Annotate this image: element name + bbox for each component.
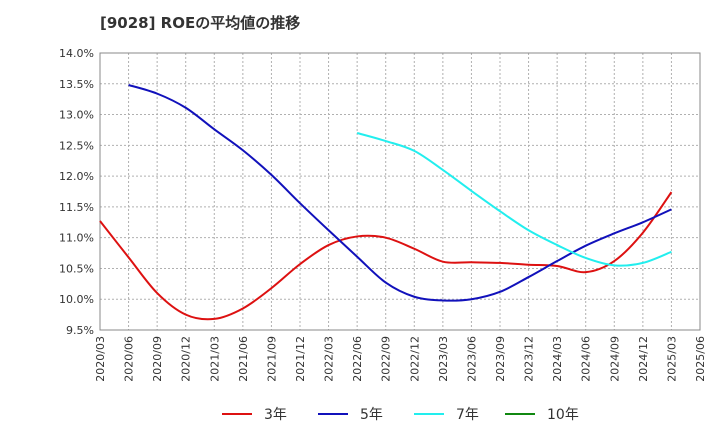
x-tick-label: 2021/03	[208, 336, 221, 382]
x-tick-label: 2022/06	[351, 336, 364, 382]
series-line-2	[128, 84, 672, 302]
x-tick-label: 2023/09	[494, 336, 507, 382]
x-tick-label: 2020/03	[94, 336, 107, 382]
grid-layer	[99, 52, 701, 331]
y-tick-label: 14.0%	[59, 47, 94, 60]
series-line-3	[356, 132, 672, 267]
legend-label-1: 3年	[264, 407, 287, 423]
y-tick-label: 11.0%	[59, 232, 94, 245]
x-tick-label: 2021/06	[237, 336, 250, 382]
x-tick-label: 2025/03	[665, 336, 678, 382]
x-tick-label: 2024/12	[637, 336, 650, 382]
x-tick-label: 2021/12	[294, 336, 307, 382]
x-tick-label: 2024/03	[551, 336, 564, 382]
x-tick-label: 2020/12	[180, 336, 193, 382]
y-tick-label: 12.0%	[59, 170, 94, 183]
y-tick-label: 10.0%	[59, 293, 94, 306]
x-tick-label: 2022/09	[380, 336, 393, 382]
y-tick-label: 9.5%	[66, 324, 94, 337]
x-tick-label: 2021/09	[265, 336, 278, 382]
plot-frame	[99, 52, 701, 331]
series-line-1	[99, 191, 673, 321]
x-tick-label: 2023/03	[437, 336, 450, 382]
x-tick-label: 2023/12	[523, 336, 536, 382]
legend-label-4: 10年	[547, 407, 579, 423]
x-tick-label: 2020/06	[123, 336, 136, 382]
y-tick-label: 11.5%	[59, 201, 94, 214]
x-tick-label: 2024/09	[608, 336, 621, 382]
y-tick-label: 13.0%	[59, 109, 94, 122]
x-tick-label: 2022/12	[408, 336, 421, 382]
x-tick-label: 2020/09	[151, 336, 164, 382]
legend: 3年 5年 7年 10年	[222, 407, 579, 423]
legend-label-2: 5年	[360, 407, 383, 423]
y-tick-label: 12.5%	[59, 139, 94, 152]
x-tick-label: 2025/06	[694, 336, 707, 382]
x-tick-label: 2022/03	[323, 336, 336, 382]
legend-label-3: 7年	[456, 407, 479, 423]
axis-layer: 9.5% 10.0% 10.5% 11.0% 11.5% 12.0% 12.5% 13.0% 1…	[59, 47, 707, 382]
y-tick-label: 13.5%	[59, 78, 94, 91]
y-tick-label: 10.5%	[59, 262, 94, 275]
x-tick-label: 2024/06	[580, 336, 593, 382]
x-tick-label: 2023/06	[465, 336, 478, 382]
chart-title: [9028] ROEの平均値の推移	[100, 14, 301, 32]
series-layer	[99, 84, 673, 321]
